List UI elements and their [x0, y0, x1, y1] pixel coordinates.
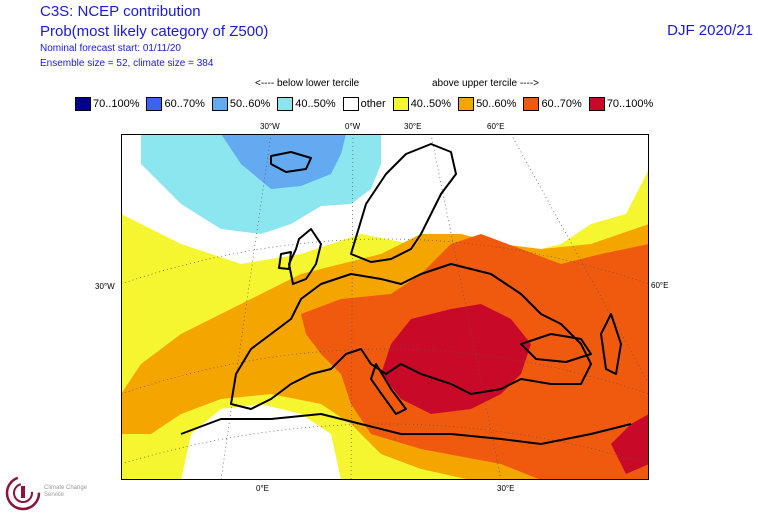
legend-item: 60..70%	[146, 97, 205, 111]
legend-swatch	[588, 97, 605, 111]
left-lon-label: 30°W	[95, 282, 115, 291]
legend-swatch	[277, 97, 294, 111]
legend-item: 50..60%	[211, 97, 271, 111]
probability-map	[121, 134, 649, 480]
legend-swatch	[523, 97, 540, 111]
dark-red-region	[381, 304, 531, 414]
legend-item: other	[342, 97, 386, 111]
legend-label: 50..60%	[476, 98, 517, 110]
legend-item: 50..60%	[458, 97, 516, 111]
legend-item: 70..100%	[75, 97, 139, 111]
legend-item: 40..50%	[277, 97, 336, 111]
legend-label: 40..50%	[410, 98, 452, 110]
legend-swatch	[211, 97, 228, 111]
top-lon-label: 60°E	[487, 122, 505, 131]
top-lon-label: 0°W	[345, 122, 361, 131]
legend-item: 40..50%	[392, 97, 452, 111]
bottom-lon-label: 30°E	[497, 484, 515, 493]
white-region-south	[181, 404, 341, 480]
coastlines	[180, 143, 632, 445]
legend-swatch	[75, 97, 91, 111]
legend-swatch	[458, 97, 475, 111]
top-lon-label: 30°E	[404, 122, 422, 131]
dark-red-region-east	[611, 414, 649, 474]
map-frame	[121, 134, 649, 480]
legend-label: 70..100%	[606, 98, 654, 110]
map-title: C3S: NCEP contribution	[40, 3, 201, 20]
legend-label: 60..70%	[541, 98, 582, 110]
legend-label: other	[360, 98, 386, 110]
color-legend: 70..100% 60..70% 50..60% 40..50% other 40..50…	[75, 97, 660, 111]
above-tercile-label: above upper tercile ---->	[432, 78, 539, 89]
legend-label: 60..70%	[164, 98, 205, 110]
legend-label: 50..60%	[229, 98, 271, 110]
legend-item: 70..100%	[588, 97, 654, 111]
top-lon-label: 30°W	[260, 122, 280, 131]
legend-swatch	[342, 97, 359, 111]
season-label: DJF 2020/21	[667, 22, 753, 39]
right-lon-label: 60°E	[651, 281, 669, 290]
c3s-logo-icon	[5, 475, 41, 511]
below-tercile-label: <---- below lower tercile	[255, 78, 360, 89]
bottom-lon-label: 0°E	[256, 484, 269, 493]
legend-label: 70..100%	[93, 98, 140, 110]
ensemble-size: Ensemble size = 52, climate size = 384	[40, 58, 214, 69]
legend-label: 40..50%	[295, 98, 336, 110]
legend-swatch	[146, 97, 163, 111]
logo-text: Climate Change Service	[44, 485, 88, 498]
legend-item: 60..70%	[523, 97, 582, 111]
forecast-start: Nominal forecast start: 01/11/20	[40, 43, 181, 54]
legend-swatch	[392, 97, 409, 111]
map-subtitle: Prob(most likely category of Z500)	[40, 23, 269, 40]
blue-region	[221, 134, 346, 189]
